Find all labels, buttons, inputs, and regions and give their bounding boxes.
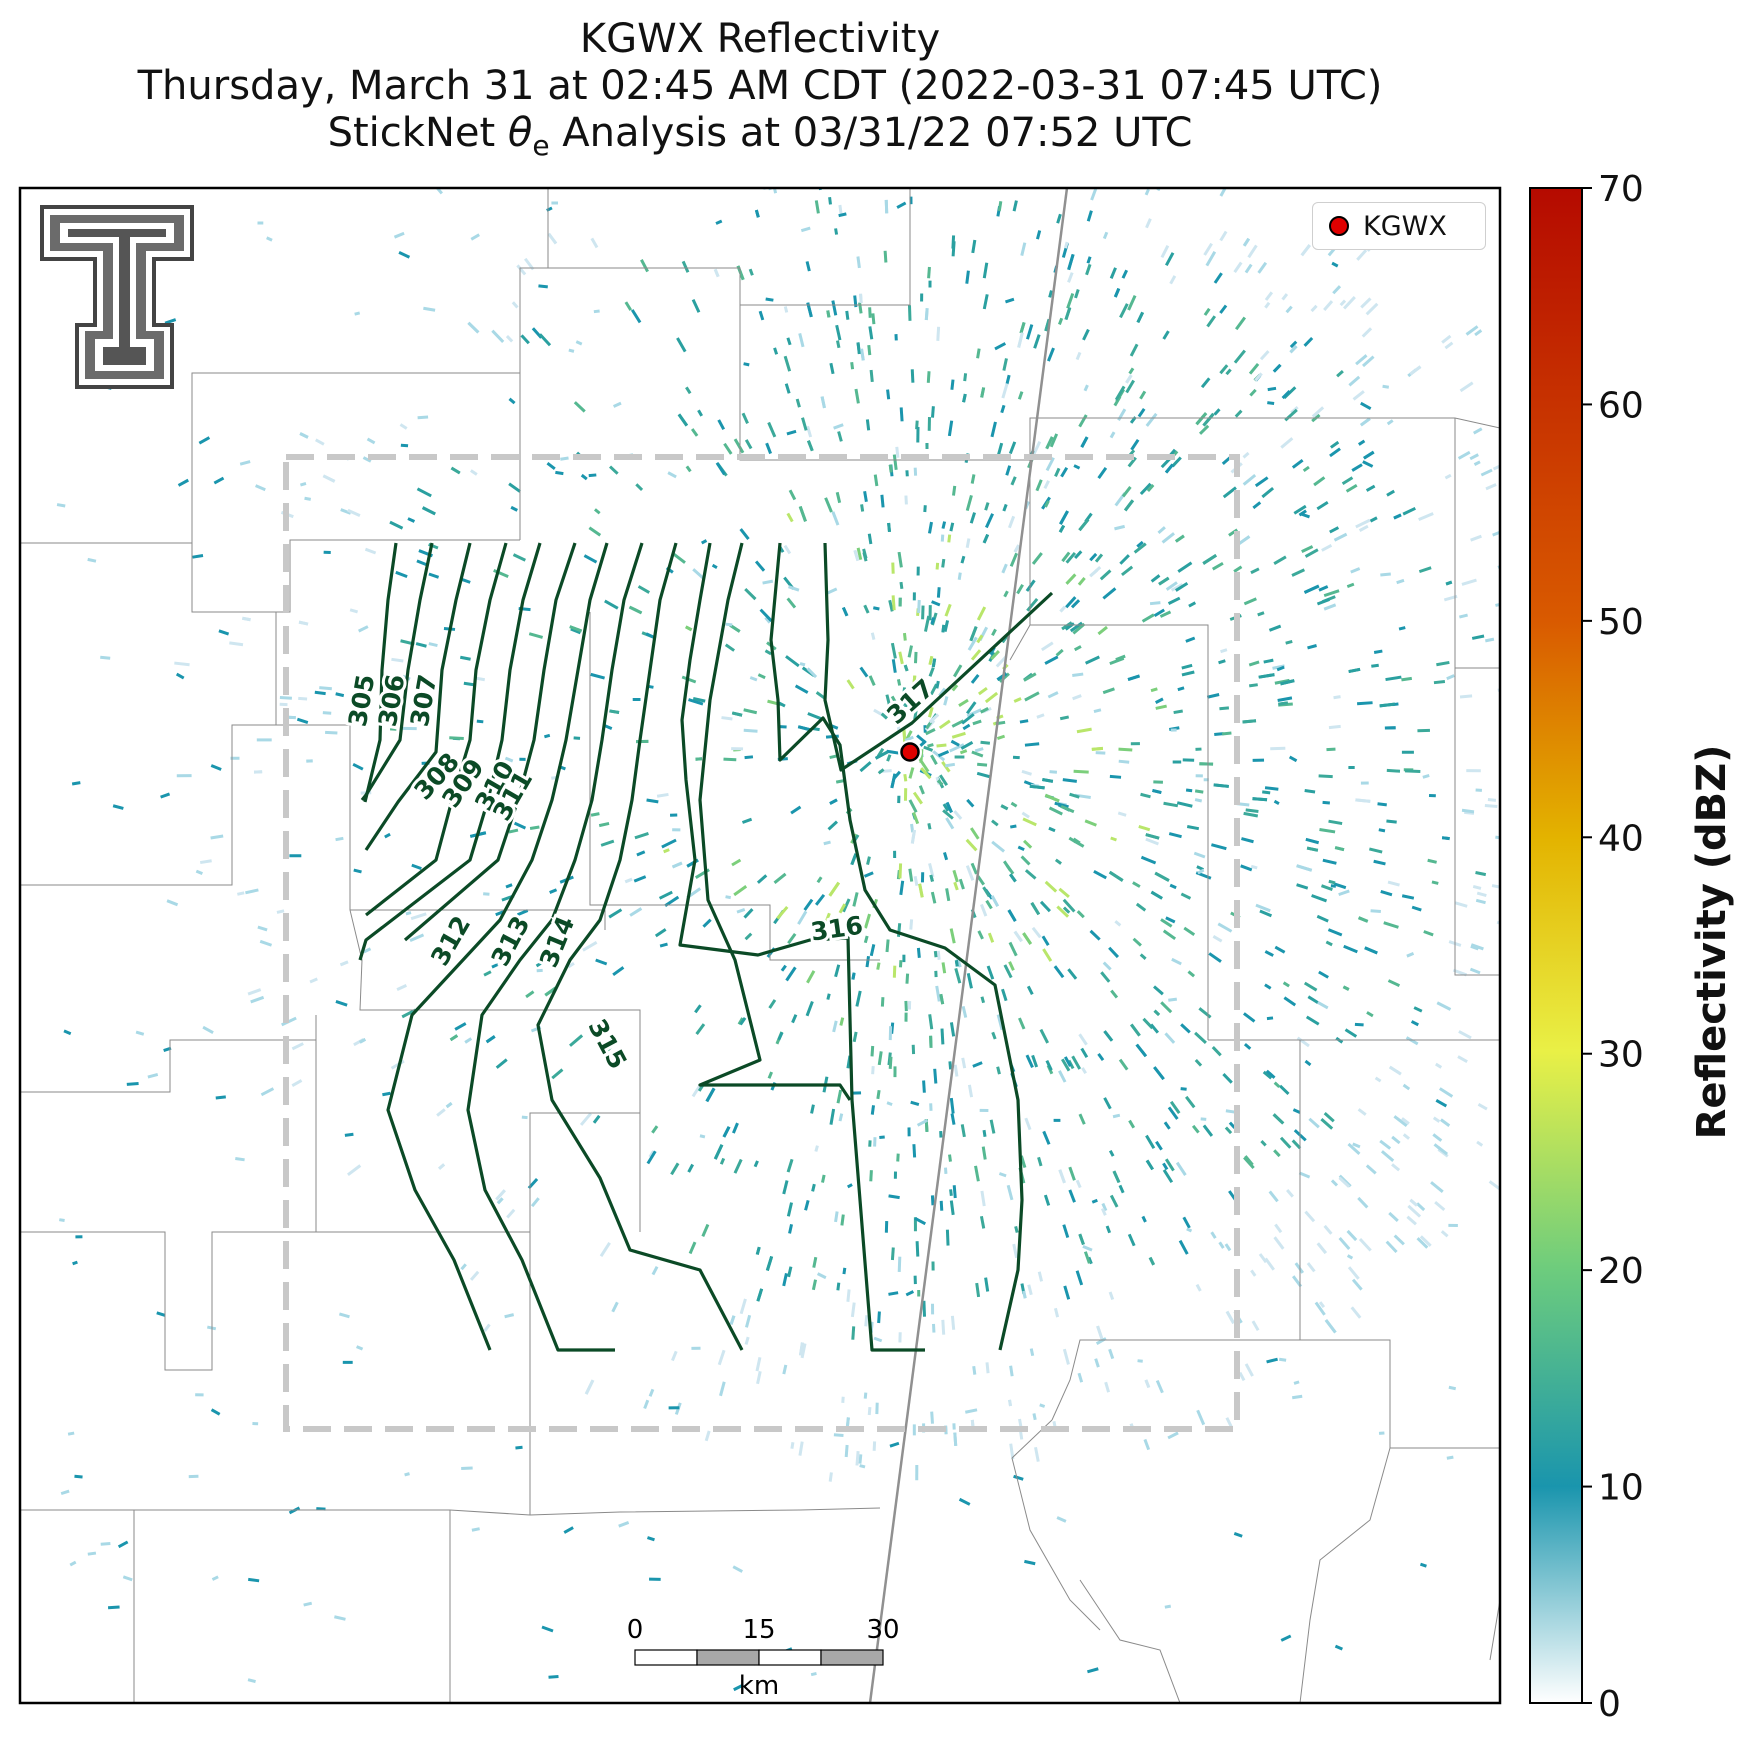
contour-307 xyxy=(364,542,472,851)
colorbar-tick-label: 0 xyxy=(1598,1684,1621,1725)
title-line-3: StickNet θe Analysis at 03/31/22 07:52 U… xyxy=(327,110,1193,162)
contour-305 xyxy=(363,542,398,803)
theta-symbol: θ xyxy=(507,110,533,156)
contour-313 xyxy=(536,542,744,1351)
colorbar-gradient xyxy=(1529,187,1583,1704)
contour-312 xyxy=(466,542,644,1352)
county-boundaries xyxy=(20,188,1500,1703)
scale-tick-15: 15 xyxy=(742,1615,775,1645)
map-area xyxy=(20,188,1500,1703)
contour-311 xyxy=(386,542,609,1351)
legend: KGWX xyxy=(1312,202,1486,250)
colorbar-ticks: 0 10 20 30 40 50 60 70 xyxy=(1582,169,1644,1725)
colorbar-label: Reflectivity (dBZ) xyxy=(1689,744,1735,1140)
radar-site-marker xyxy=(898,740,922,764)
title-line-2: Thursday, March 31 at 02:45 AM CDT (2022… xyxy=(137,63,1383,109)
map-frame xyxy=(18,186,1502,1705)
title-line-1: KGWX Reflectivity xyxy=(579,16,941,62)
contour-317 xyxy=(823,542,1054,772)
scale-bar: 0 15 30 km xyxy=(627,1615,900,1701)
colorbar-tick-label: 40 xyxy=(1598,818,1644,859)
contour-306 xyxy=(360,542,434,801)
contour-309 xyxy=(358,542,542,961)
legend-marker xyxy=(1329,216,1349,236)
theta-e-contours xyxy=(358,542,1054,1352)
contour-315 xyxy=(698,542,852,1101)
contour-314 xyxy=(678,542,925,1352)
contour-316 xyxy=(769,542,1024,1351)
analysis-domain-box xyxy=(283,454,1240,1432)
state-boundary xyxy=(868,188,1069,1703)
contour-310 xyxy=(403,542,577,942)
scale-unit: km xyxy=(739,1671,779,1701)
colorbar-tick-label: 60 xyxy=(1598,385,1644,426)
colorbar: 0 10 20 30 40 50 60 70 xyxy=(1529,169,1644,1725)
ttu-logo xyxy=(40,205,194,389)
scale-tick-0: 0 xyxy=(627,1615,644,1645)
scale-tick-30: 30 xyxy=(866,1615,899,1645)
colorbar-tick-label: 30 xyxy=(1598,1035,1644,1076)
reflectivity-echoes xyxy=(56,188,1500,1692)
colorbar-tick-label: 10 xyxy=(1598,1468,1644,1509)
colorbar-tick-label: 20 xyxy=(1598,1251,1644,1292)
colorbar-tick-label: 70 xyxy=(1598,169,1644,210)
colorbar-tick-label: 50 xyxy=(1598,602,1644,643)
contour-308 xyxy=(365,542,508,917)
legend-label: KGWX xyxy=(1363,210,1447,242)
